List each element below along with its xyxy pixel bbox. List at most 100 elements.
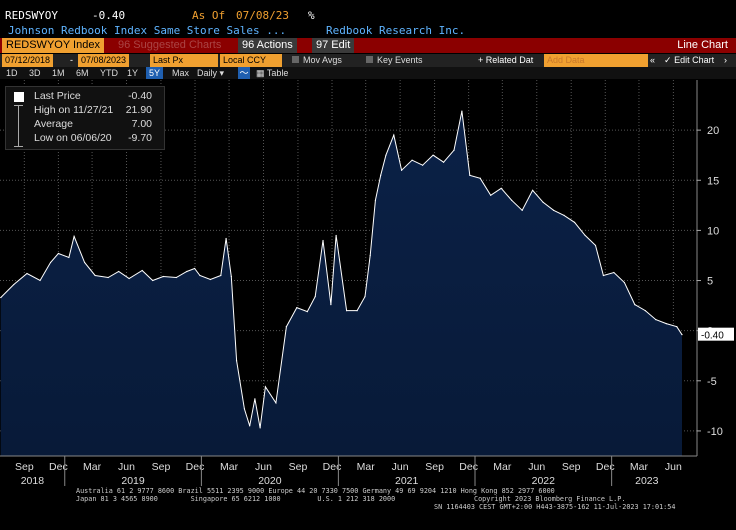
function-toolbar: REDSWYOY Index 96 Suggested Charts 96 Ac… [0,38,736,53]
x-tick-label: Sep [152,461,171,473]
x-tick-label: Sep [289,461,308,473]
x-tick-label: Jun [528,461,545,473]
legend-low: Low on 06/06/20 -9.70 [34,132,158,144]
x-axis: Sep Dec Mar Jun Sep Dec Mar Jun Sep Dec Mar Jun Sep D… [0,455,697,487]
range-marker-icon [18,105,19,147]
controls-bar: 07/12/2018 - 07/08/2023 Last Px Local CC… [0,54,736,67]
last-price-swatch-icon [14,92,24,102]
frequency-select[interactable]: Daily ▾ [197,67,224,79]
series-area [0,111,682,456]
footer-copyright: Copyright 2023 Bloomberg Finance L.P. [474,495,626,503]
y-tick-label: 15 [707,175,719,187]
last-value-box [698,327,734,341]
date-separator-icon: - [70,55,73,65]
key-events-label: Key Events [377,55,423,65]
legend-average: Average 7.00 [34,118,158,130]
expand-icon[interactable]: › [724,55,727,65]
footer-contacts-1: Australia 61 2 9777 8600 Brazil 5511 239… [76,487,555,495]
legend-last-label: Last Price [34,90,81,102]
last-value-tag: -0.40 [698,327,734,342]
y-axis: -10-505101520 [696,80,723,456]
scroll-left-icon[interactable]: « [650,55,656,65]
legend-low-label: Low on 06/06/20 [34,132,112,144]
year-label: 2021 [395,475,419,487]
start-date-input[interactable]: 07/12/2018 [2,54,54,67]
legend-last-value: -0.40 [128,90,152,102]
y-tick-label: -5 [707,376,717,388]
edit-chart-label: Edit Chart [674,55,715,65]
x-tick-label: Sep [15,461,34,473]
y-tick-label: -10 [707,426,723,438]
x-tick-label: Dec [323,461,342,473]
edit-chart-button[interactable]: ✓ Edit Chart [664,54,714,67]
security-field[interactable]: REDSWYOY Index [2,38,104,53]
low-marker-icon [14,146,23,147]
edit-menu[interactable]: 97 Edit [312,38,355,53]
end-date-input[interactable]: 07/08/2023 [78,54,130,67]
currency-select[interactable]: Local CCY [220,54,282,67]
x-tick-label: Dec [49,461,68,473]
x-tick-label: Sep [562,461,581,473]
year-label: 2019 [121,475,145,487]
frequency-label: Daily [197,68,218,78]
mov-avgs-label: Mov Avgs [303,55,342,65]
line-style-icon[interactable]: 〜 [238,67,250,79]
key-events-checkbox[interactable]: Key Events [366,54,423,67]
chart-type-label: Line Chart [677,39,728,51]
x-tick-label: Jun [118,461,135,473]
mov-avgs-checkbox[interactable]: Mov Avgs [292,54,342,67]
legend-average-label: Average [34,118,73,130]
range-bar: 1D 3D 1M 6M YTD 1Y 5Y Max Daily ▾ 〜 ▦ Ta… [0,67,736,79]
last-value: -0.40 [92,9,126,22]
legend: Last Price -0.40 High on 11/27/21 21.90 Av… [5,86,165,150]
line-chart: -10-505101520 SepDecMarJunSepDecMarJunSe… [0,80,734,487]
legend-last: Last Price -0.40 [34,90,158,102]
x-tick-label: Jun [392,461,409,473]
year-label: 2018 [21,475,45,487]
range-3d[interactable]: 3D [29,68,41,78]
table-icon: ▦ [256,68,265,78]
y-tick-label: 10 [707,225,719,237]
x-tick-label: Dec [596,461,615,473]
chevron-down-icon: ▾ [219,68,225,78]
x-tick-label: Mar [630,461,649,473]
description: Johnson Redbook Index Same Store Sales .… [8,24,287,37]
edit-chart-check-icon: ✓ [664,55,672,65]
y-tick-label: 20 [707,125,719,137]
table-toggle[interactable]: ▦ Table [256,67,288,79]
x-tick-label: Mar [357,461,376,473]
range-5y[interactable]: 5Y [146,67,164,79]
footer-session: SN 1164403 CEST GMT+2:00 H443-3875-162 1… [434,503,676,511]
table-label: Table [266,68,289,78]
security-description: Johnson Redbook Index Same Store Sales .… [0,24,736,38]
range-1d[interactable]: 1D [6,68,18,78]
series-line [0,111,683,428]
legend-high-label: High on 11/27/21 [34,104,114,116]
year-label: 2023 [635,475,659,487]
legend-high: High on 11/27/21 21.90 [34,104,158,116]
x-tick-label: Mar [83,461,102,473]
actions-menu[interactable]: 96 Actions [238,38,297,53]
range-6m[interactable]: 6M [76,68,89,78]
year-label: 2020 [258,475,282,487]
suggested-charts-button[interactable]: 96 Suggested Charts [118,39,222,51]
related-data-button[interactable]: + Related Dat [478,55,534,65]
field-select[interactable]: Last Px [150,54,218,67]
range-ytd[interactable]: YTD [100,68,118,78]
source: Redbook Research Inc. [326,24,466,37]
as-of-date: 07/08/23 [236,9,289,22]
legend-high-value: 21.90 [125,104,152,116]
x-tick-label: Mar [220,461,239,473]
range-1m[interactable]: 1M [52,68,65,78]
add-data-input[interactable]: Add Data [544,54,648,67]
as-of-label: As Of [192,9,226,22]
x-tick-label: Dec [459,461,478,473]
x-tick-label: Sep [425,461,444,473]
x-tick-label: Mar [493,461,512,473]
range-max[interactable]: Max [172,68,190,78]
y-tick-label: 5 [707,276,713,288]
footer-contacts-2: Japan 81 3 4565 8900 Singapore 65 6212 1… [76,495,396,503]
last-value-tag-label: -0.40 [701,331,724,342]
range-1y[interactable]: 1Y [127,68,139,78]
legend-low-value: -9.70 [128,132,152,144]
